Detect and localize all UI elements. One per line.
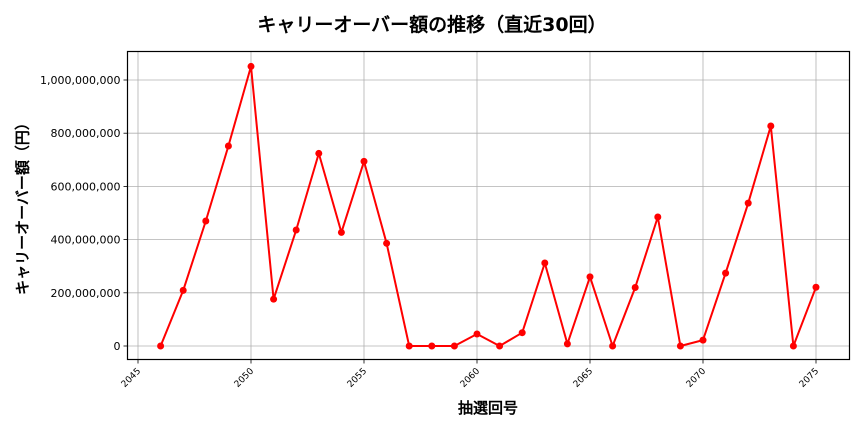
- data-point-marker: [405, 342, 413, 350]
- data-point-marker: [789, 342, 797, 350]
- y-tick-label: 200,000,000: [51, 287, 121, 300]
- y-tick-label: 1,000,000,000: [40, 74, 120, 87]
- data-point-marker: [744, 199, 752, 207]
- x-tick-label: 2075: [798, 367, 821, 390]
- data-point-marker: [541, 259, 549, 267]
- y-tick-label: 800,000,000: [51, 127, 121, 140]
- data-point-marker: [450, 342, 458, 350]
- x-axis-ticks: 2045 2050 2055 2060 2065 2070 2075: [120, 359, 821, 390]
- x-tick-label: 2050: [233, 366, 256, 389]
- series-line: [159, 65, 817, 347]
- data-point-marker: [202, 217, 210, 225]
- y-tick-label: 0: [114, 340, 121, 353]
- data-point-marker: [270, 295, 278, 303]
- data-point-marker: [496, 342, 504, 350]
- data-point-marker: [224, 142, 232, 150]
- data-point-marker: [157, 342, 165, 350]
- grid-lines: [127, 51, 850, 360]
- data-point-marker: [428, 342, 436, 350]
- data-point-marker: [609, 342, 617, 350]
- data-point-marker: [518, 329, 526, 337]
- data-point-marker: [315, 149, 323, 157]
- data-point-marker: [179, 286, 187, 294]
- data-point-marker: [383, 239, 391, 247]
- y-tick-label: 600,000,000: [51, 180, 121, 193]
- x-tick-label: 2060: [459, 366, 482, 389]
- data-point-marker: [699, 336, 707, 344]
- data-point-marker: [292, 226, 300, 234]
- x-tick-label: 2070: [685, 366, 708, 389]
- y-tick-label: 400,000,000: [51, 234, 121, 247]
- x-axis-label: 抽選回号: [457, 399, 519, 417]
- data-point-marker: [654, 213, 662, 221]
- data-point-marker: [360, 157, 368, 165]
- x-tick-label: 2065: [572, 367, 595, 390]
- x-tick-label: 2045: [120, 367, 143, 390]
- data-point-marker: [247, 62, 255, 70]
- data-point-marker: [722, 269, 730, 277]
- plot-frame: [126, 50, 851, 361]
- data-point-marker: [631, 283, 639, 291]
- x-tick-label: 2055: [346, 367, 369, 390]
- data-point-marker: [676, 342, 684, 350]
- data-series: [157, 62, 820, 350]
- data-point-marker: [767, 122, 775, 130]
- y-axis-ticks: 0 200,000,000 400,000,000 600,000,000 800,00…: [40, 74, 128, 353]
- chart-title: キャリーオーバー額の推移（直近30回）: [257, 14, 607, 36]
- data-point-marker: [473, 330, 481, 338]
- data-point-marker: [586, 273, 594, 281]
- data-point-marker: [812, 283, 820, 291]
- data-point-marker: [337, 228, 345, 236]
- data-point-marker: [563, 340, 571, 348]
